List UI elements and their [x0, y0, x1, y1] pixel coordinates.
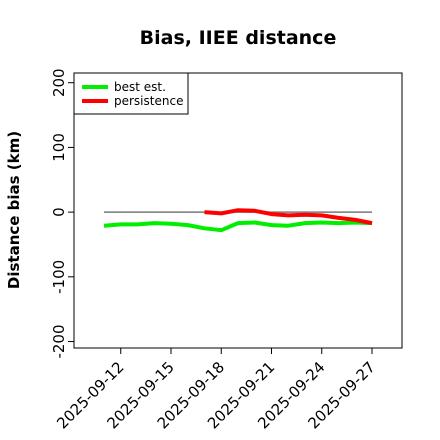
legend-box: [73, 72, 189, 115]
y-axis: -200 -100 0 100 200: [50, 68, 74, 359]
plot-frame: [73, 72, 403, 349]
series-line-persistence: [204, 208, 373, 226]
series-line-best-est: [103, 220, 373, 233]
plot-lines: [103, 208, 373, 233]
y-tick-label: -100: [50, 260, 68, 294]
y-tick-label: -200: [50, 325, 68, 359]
y-tick-label: 200: [50, 68, 68, 97]
y-tick-label: 100: [50, 133, 68, 162]
y-axis-label: Distance bias (km): [5, 131, 23, 289]
legend: best est.persistence: [73, 72, 189, 115]
legend-label: persistence: [114, 94, 183, 108]
y-tick-label: 0: [50, 207, 68, 217]
legend-label: best est.: [114, 80, 166, 94]
chart-title: Bias, IIEE distance: [140, 27, 337, 49]
x-axis: 2025-09-122025-09-152025-09-182025-09-21…: [53, 348, 379, 432]
